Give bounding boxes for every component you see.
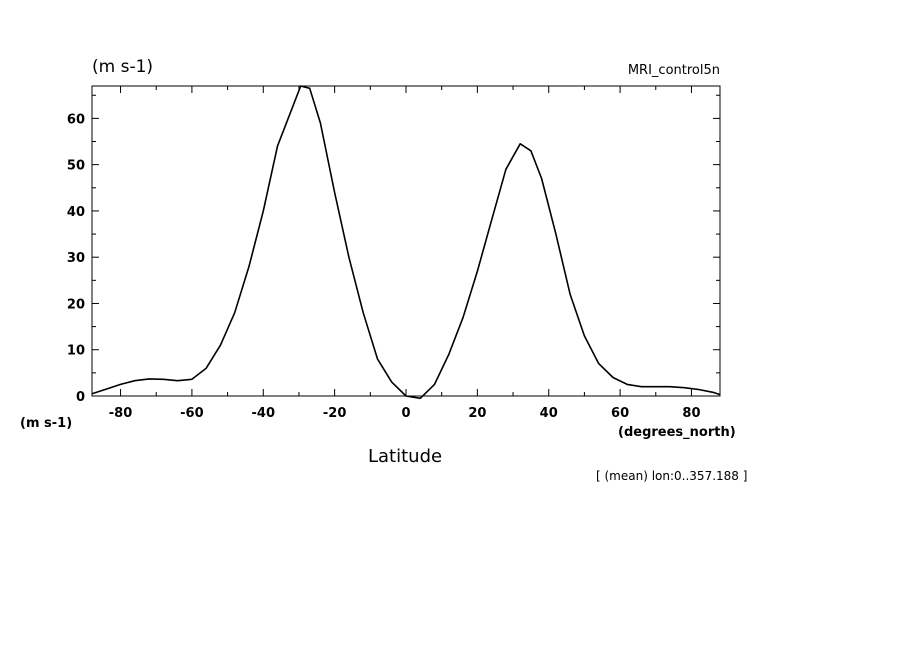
x-tick-label: -60 xyxy=(180,406,204,421)
y-tick-label: 0 xyxy=(76,390,85,405)
x-tick-label: 0 xyxy=(401,406,410,421)
series-line xyxy=(91,85,721,400)
y-tick-label: 40 xyxy=(67,205,85,220)
axis-ticks xyxy=(92,86,720,397)
plot-units-title: (m s-1) xyxy=(92,57,154,77)
x-tick-label: 60 xyxy=(611,406,629,421)
x-tick-label: -20 xyxy=(323,406,347,421)
run-name-title: MRI_control5n xyxy=(627,63,720,78)
plot-frame xyxy=(91,85,721,397)
averaging-note: [ (mean) lon:0..357.188 ] xyxy=(596,469,748,483)
y-tick-label: 60 xyxy=(67,112,85,127)
x-tick-label: 20 xyxy=(468,406,486,421)
y-axis-units: (m s-1) xyxy=(20,416,73,431)
x-tick-label: -40 xyxy=(252,406,276,421)
x-tick-label: 40 xyxy=(540,406,558,421)
axis-tick-labels: -80 -60 -40 -20 0 20 40 60 80 0 10 20 30 40 50 60 xyxy=(67,112,701,421)
y-tick-label: 50 xyxy=(67,159,85,174)
y-tick-label: 20 xyxy=(67,297,85,312)
x-tick-label: -80 xyxy=(109,406,133,421)
x-tick-label: 80 xyxy=(682,406,700,421)
y-tick-label: 10 xyxy=(67,344,85,359)
x-axis-title: Latitude xyxy=(368,446,443,467)
y-tick-label: 30 xyxy=(67,251,85,266)
x-axis-units: (degrees_north) xyxy=(618,425,736,440)
